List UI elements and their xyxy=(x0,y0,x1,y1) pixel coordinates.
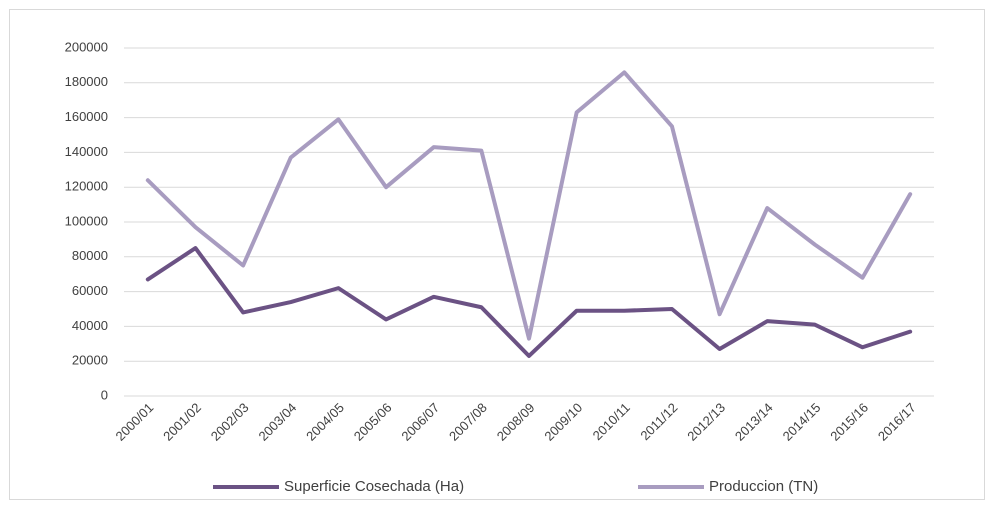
x-tick-label: 2015/16 xyxy=(827,400,871,444)
y-tick-label: 80000 xyxy=(72,248,108,263)
y-tick-label: 160000 xyxy=(65,109,108,124)
x-tick-label: 2002/03 xyxy=(208,400,252,444)
y-tick-label: 100000 xyxy=(65,213,108,228)
x-tick-label: 2012/13 xyxy=(684,400,728,444)
x-tick-label: 2016/17 xyxy=(875,400,919,444)
y-tick-label: 200000 xyxy=(65,39,108,54)
x-tick-label: 2001/02 xyxy=(160,400,204,444)
chart-frame xyxy=(9,9,985,500)
y-tick-label: 180000 xyxy=(65,74,108,89)
y-tick-label: 140000 xyxy=(65,144,108,159)
y-tick-label: 40000 xyxy=(72,318,108,333)
series-line xyxy=(145,70,913,341)
x-tick-label: 2010/11 xyxy=(590,400,633,443)
x-tick-label: 2000/01 xyxy=(113,400,157,444)
x-tick-label: 2009/10 xyxy=(541,400,585,444)
x-tick-label: 2003/04 xyxy=(255,400,299,444)
x-tick-label: 2014/15 xyxy=(780,400,824,444)
legend-label: Superficie Cosechada (Ha) xyxy=(284,478,464,495)
x-tick-label: 2011/12 xyxy=(637,400,680,443)
series-line xyxy=(145,246,913,358)
y-tick-label: 0 xyxy=(101,387,108,402)
x-tick-label: 2004/05 xyxy=(303,400,347,444)
y-tick-label: 60000 xyxy=(72,283,108,298)
legend-label: Produccion (TN) xyxy=(709,478,818,495)
x-tick-label: 2006/07 xyxy=(398,400,442,444)
x-tick-label: 2005/06 xyxy=(351,400,395,444)
y-tick-label: 20000 xyxy=(72,353,108,368)
x-tick-label: 2008/09 xyxy=(494,400,538,444)
x-tick-label: 2013/14 xyxy=(732,400,776,444)
y-tick-label: 120000 xyxy=(65,179,108,194)
x-tick-label: 2007/08 xyxy=(446,400,490,444)
